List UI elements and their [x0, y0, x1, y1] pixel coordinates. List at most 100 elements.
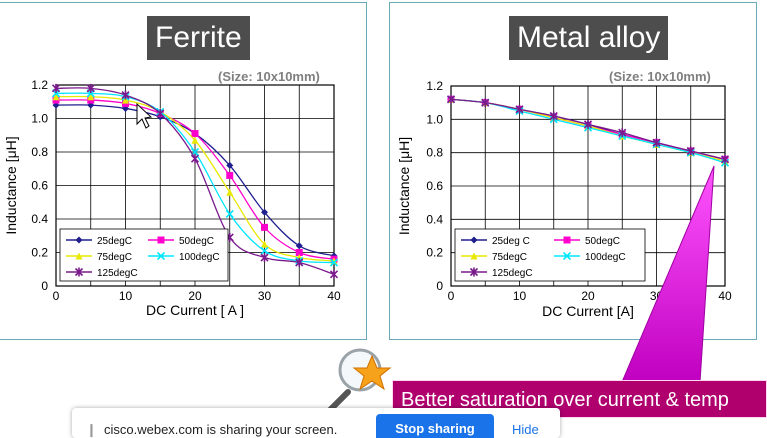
metal-alloy-plot-frame [450, 85, 726, 287]
ferrite-data-point [260, 246, 269, 255]
metal-alloy-chart: 0 10 20 30 40 0 0.2 0.4 0.6 0.8 1.0 1.2 DC Current [… [396, 79, 732, 319]
ferrite-legend: 25degC 50degC 75degC 100degC 125degC [59, 228, 229, 282]
ferrite-data-point [86, 83, 95, 93]
metal-alloy-data-point [515, 104, 524, 114]
ferrite-y-tick-label: 0 [41, 279, 48, 293]
ferrite-data-point [190, 154, 200, 164]
ferrite-legend-marker [75, 252, 83, 260]
metal-alloy-legend: 25deg C 50degC 75degC 100degC 125degC [454, 228, 646, 282]
ferrite-data-point [87, 93, 95, 101]
ferrite-plot-frame [55, 84, 335, 287]
ferrite-data-point [329, 269, 339, 279]
ferrite-y-tick-label: 1.2 [31, 78, 48, 92]
metal-alloy-series-4 [446, 94, 730, 164]
metal-alloy-legend-marker [470, 236, 478, 244]
metal-alloy-data-point [481, 98, 490, 108]
ferrite-data-point [261, 240, 268, 248]
metal-alloy-y-tick-label: 0.8 [426, 146, 443, 160]
metal-alloy-data-point [686, 146, 695, 156]
share-status-text: cisco.webex.com is sharing your screen. [104, 422, 338, 437]
ferrite-series-2 [52, 93, 338, 265]
ferrite-y-tick-label: 0.4 [31, 212, 48, 226]
ferrite-data-point [261, 208, 268, 216]
ferrite-x-tick-label: 0 [53, 289, 60, 303]
metal-alloy-y-tick-label: 0.2 [426, 246, 443, 260]
ferrite-data-point [295, 242, 303, 250]
metal-alloy-x-axis-title: DC Current [A] [542, 303, 634, 319]
ferrite-y-tick-label: 0.2 [31, 246, 48, 260]
metal-alloy-y-tick-label: 0 [436, 279, 443, 293]
metal-alloy-panel: Metal alloy (Size: 10x10mm) [389, 2, 757, 340]
metal-alloy-x-tick-label: 30 [650, 289, 664, 303]
drag-handle-icon[interactable]: ❙ [86, 422, 97, 437]
metal-alloy-legend-marker [470, 252, 478, 260]
ferrite-data-point [226, 188, 234, 196]
metal-alloy-x-tick-label: 0 [448, 289, 455, 303]
metal-alloy-data-point [618, 128, 627, 138]
ferrite-legend-label: 125degC [97, 268, 138, 279]
ferrite-y-tick-label: 0.6 [31, 179, 48, 193]
ferrite-data-point [52, 93, 60, 101]
ferrite-data-point [225, 209, 234, 219]
ferrite-x-tick-label: 30 [258, 289, 272, 303]
metal-alloy-data-point [549, 111, 558, 121]
ferrite-legend-marker [74, 267, 84, 277]
ferrite-data-point [156, 108, 165, 118]
ferrite-x-tick-label: 10 [119, 289, 133, 303]
metal-alloy-data-point [720, 154, 730, 164]
metal-alloy-x-tick-label: 20 [581, 289, 595, 303]
ferrite-data-point [191, 130, 199, 138]
ferrite-y-tick-label: 0.8 [31, 145, 48, 159]
ferrite-data-point [260, 253, 269, 263]
metal-alloy-data-point [652, 138, 661, 148]
metal-alloy-data-point [583, 119, 593, 129]
ferrite-legend-marker [156, 251, 166, 261]
ferrite-x-axis-title: DC Current [ A ] [146, 302, 244, 318]
metal-alloy-y-tick-label: 1.2 [426, 79, 443, 93]
ferrite-series-4 [51, 83, 339, 279]
screen-share-bar: ❙ cisco.webex.com is sharing your screen… [72, 408, 560, 438]
metal-alloy-legend-marker [469, 267, 479, 277]
metal-alloy-legend-label: 50degC [585, 236, 620, 247]
hide-button[interactable]: Hide [512, 422, 539, 437]
ferrite-data-point [261, 223, 268, 231]
metal-alloy-legend-label: 100degC [585, 252, 626, 263]
metal-alloy-size-note: (Size: 10x10mm) [609, 69, 711, 84]
ferrite-panel: Ferrite (Size: 10x10mm) [0, 2, 367, 340]
metal-alloy-panel-title: Metal alloy [509, 16, 669, 60]
ferrite-data-point [295, 249, 303, 256]
metal-alloy-y-axis-title: Inductance [μH] [396, 137, 412, 235]
ferrite-legend-label: 50degC [179, 236, 214, 247]
metal-alloy-legend-label: 25deg C [492, 236, 530, 247]
ferrite-data-point [191, 136, 199, 144]
metal-alloy-legend-label: 125degC [492, 268, 533, 279]
ferrite-size-note: (Size: 10x10mm) [218, 69, 320, 84]
ferrite-x-tick-label: 40 [327, 289, 341, 303]
ferrite-data-point [226, 161, 234, 169]
ferrite-y-tick-label: 1.0 [31, 112, 48, 126]
ferrite-x-tick-label: 20 [188, 289, 202, 303]
metal-alloy-x-tick-label: 40 [718, 289, 732, 303]
ferrite-legend-marker [157, 236, 165, 244]
stop-sharing-button[interactable]: Stop sharing [376, 414, 494, 438]
ferrite-chart: 0 10 20 30 40 0 0.2 0.4 0.6 0.8 1.0 1.2 DC Current [… [3, 78, 341, 318]
ferrite-data-point [122, 96, 129, 104]
metal-alloy-x-tick-label: 10 [513, 289, 527, 303]
metal-alloy-legend-marker [562, 251, 572, 261]
ferrite-data-point [226, 171, 234, 179]
metal-alloy-y-tick-label: 0.6 [426, 179, 443, 193]
ferrite-data-point [51, 83, 61, 93]
ferrite-data-point [121, 90, 130, 100]
ferrite-legend-label: 25degC [97, 236, 132, 247]
metal-alloy-y-tick-label: 0.4 [426, 212, 443, 226]
ferrite-legend-label: 100degC [179, 252, 220, 263]
metal-alloy-legend-label: 75degC [492, 252, 527, 263]
ferrite-data-point [295, 258, 304, 268]
ferrite-y-axis-title: Inductance [μH] [3, 136, 19, 234]
ferrite-data-point [329, 258, 339, 267]
metal-alloy-data-point [446, 94, 456, 104]
ferrite-legend-marker [75, 236, 83, 244]
callout-text: Better saturation over current & temp [401, 389, 729, 411]
metal-alloy-legend-marker [563, 236, 571, 244]
